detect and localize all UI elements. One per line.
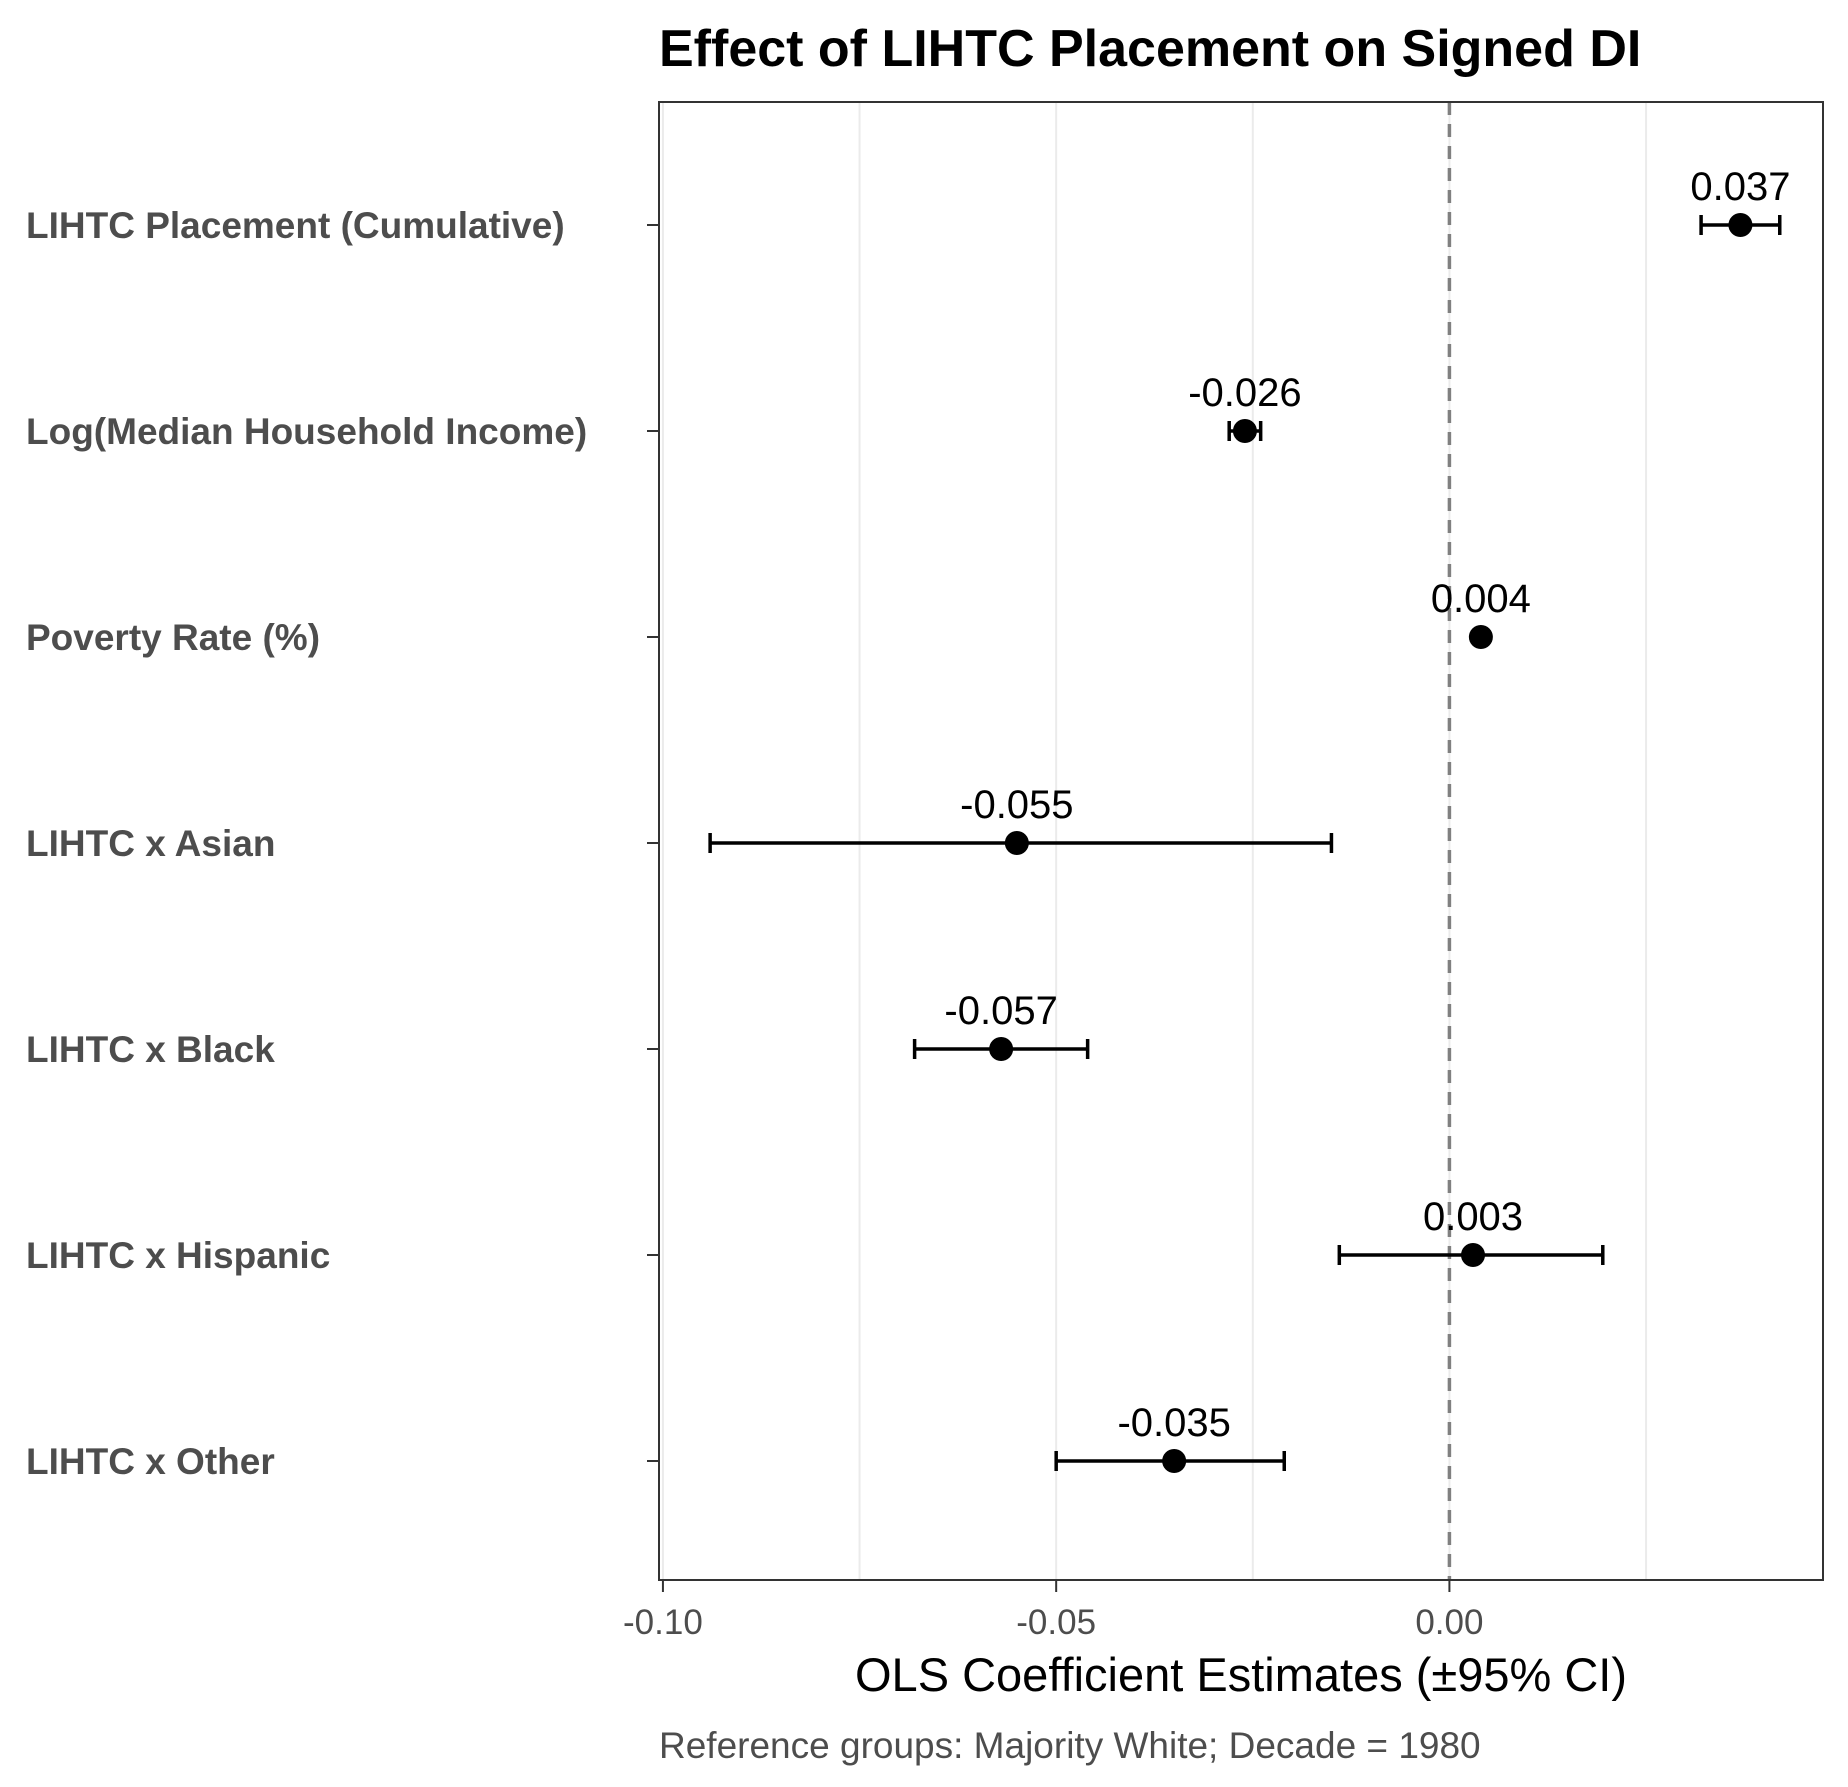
y-tick-label: Poverty Rate (%): [26, 617, 320, 658]
chart-title: Effect of LIHTC Placement on Signed DI: [659, 20, 1641, 78]
data-label: -0.035: [1117, 1401, 1230, 1445]
estimate-point: [1468, 625, 1493, 649]
estimate-point: [1461, 1243, 1486, 1267]
y-tick-label: LIHTC x Hispanic: [26, 1235, 330, 1276]
x-tick-label: 0.00: [1415, 1603, 1483, 1642]
data-marks: 0.037 -0.026 0.004 -0.055 -0.057 0.003 -0.035: [708, 165, 1790, 1473]
x-tick-label: -0.05: [1016, 1603, 1096, 1642]
panel-border: [658, 101, 1824, 1581]
y-tick-label: LIHTC Placement (Cumulative): [26, 205, 565, 246]
y-tick-label: LIHTC x Other: [26, 1441, 275, 1482]
x-tick-label: -0.10: [623, 1603, 703, 1642]
estimate-point: [1728, 213, 1753, 237]
y-tick-label: LIHTC x Black: [26, 1029, 275, 1070]
y-tick-label: LIHTC x Asian: [26, 823, 275, 864]
data-label: -0.026: [1188, 371, 1301, 415]
estimate-point: [1004, 831, 1029, 855]
data-label: 0.003: [1423, 1195, 1523, 1239]
data-label: 0.004: [1431, 577, 1531, 621]
x-axis-title: OLS Coefficient Estimates (±95% CI): [855, 1648, 1627, 1701]
estimate-point: [989, 1037, 1014, 1061]
data-label: 0.037: [1690, 165, 1790, 209]
estimate-point: [1162, 1449, 1187, 1473]
estimate-point: [1232, 419, 1257, 443]
data-label: -0.057: [944, 989, 1057, 1033]
y-tick-label: Log(Median Household Income): [26, 411, 587, 452]
axes: LIHTC Placement (Cumulative) Log(Median H…: [26, 205, 1483, 1642]
gridlines: [661, 102, 1648, 1580]
chart-caption: Reference groups: Majority White; Decade…: [659, 1725, 1481, 1766]
data-label: -0.055: [960, 783, 1073, 827]
